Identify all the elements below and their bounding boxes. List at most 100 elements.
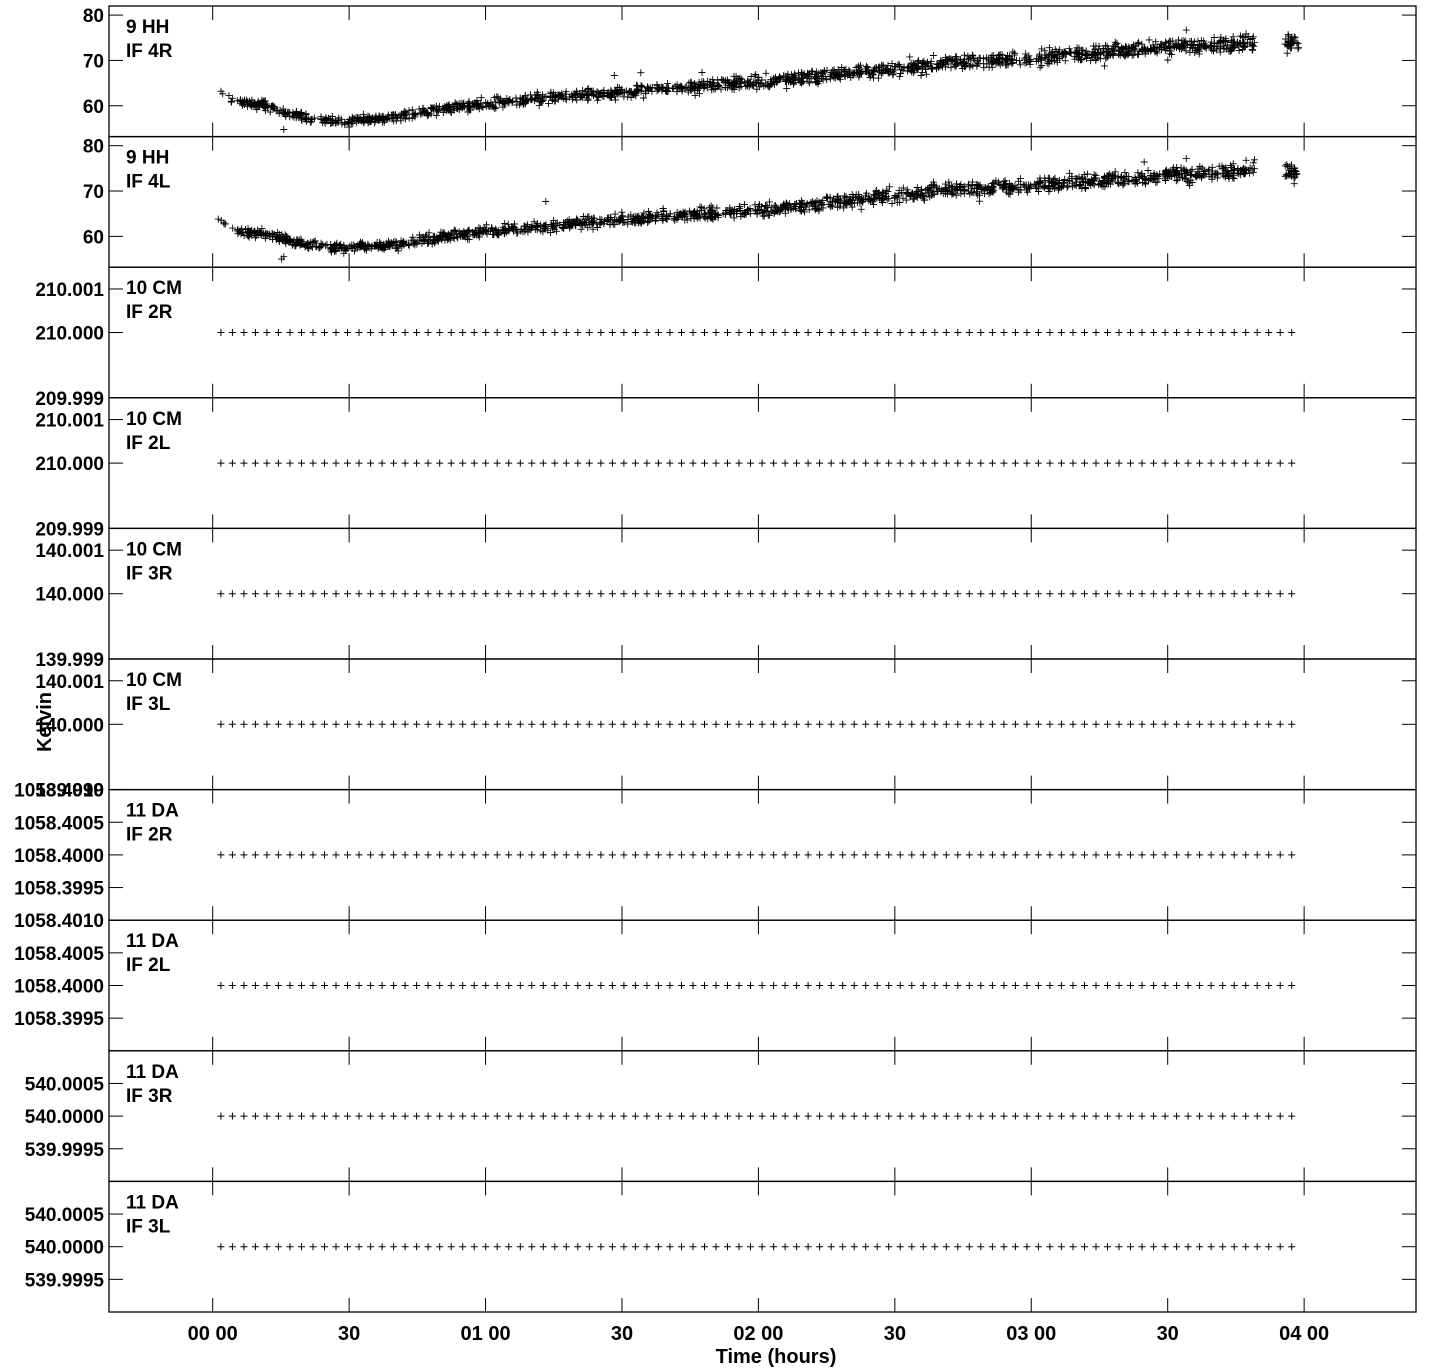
data-point xyxy=(839,590,847,598)
data-point xyxy=(390,1112,398,1120)
data-point xyxy=(701,982,708,989)
data-point xyxy=(505,96,513,104)
panel: 539.9995 540.0000 540.0005 11 DA IF 3R xyxy=(25,1050,1417,1183)
data-point xyxy=(804,69,811,77)
data-point xyxy=(516,1243,524,1251)
data-point xyxy=(919,720,927,728)
data-point xyxy=(501,220,509,227)
data-point xyxy=(1023,590,1031,598)
data-point xyxy=(1219,1243,1227,1251)
data-point xyxy=(309,982,317,989)
data-point xyxy=(1219,459,1227,467)
data-point xyxy=(908,1243,916,1251)
data-point xyxy=(317,113,325,121)
data-point xyxy=(1173,1243,1181,1251)
y-tick-label: 540.0005 xyxy=(25,1074,105,1095)
data-point xyxy=(1138,1243,1146,1251)
data-point xyxy=(741,201,748,208)
data-point xyxy=(770,459,778,467)
data-point xyxy=(724,590,731,598)
data-point xyxy=(915,57,922,65)
data-point xyxy=(390,590,398,598)
data-point xyxy=(1161,1112,1169,1120)
data-point xyxy=(1038,62,1046,69)
data-point xyxy=(895,60,903,68)
data-points xyxy=(217,590,1296,598)
data-point xyxy=(240,590,248,598)
data-point xyxy=(931,982,939,989)
data-point xyxy=(643,1112,651,1120)
data-point xyxy=(459,1243,467,1251)
data-point xyxy=(569,92,576,100)
data-point xyxy=(724,1243,731,1251)
data-point xyxy=(929,52,937,59)
data-point xyxy=(1153,49,1161,57)
data-point xyxy=(781,1112,789,1120)
data-point xyxy=(644,86,652,94)
data-point xyxy=(344,1243,351,1251)
data-point xyxy=(355,1112,363,1120)
data-point xyxy=(1207,329,1215,336)
data-point xyxy=(1196,459,1204,467)
data-point xyxy=(597,982,605,989)
data-point xyxy=(1248,35,1256,42)
y-tick-label: 539.9995 xyxy=(25,1140,105,1161)
data-point xyxy=(812,79,820,87)
data-point xyxy=(562,459,570,467)
data-point xyxy=(1242,1243,1250,1251)
x-tick-label: 30 xyxy=(1157,1323,1179,1345)
data-point xyxy=(1276,459,1284,467)
data-point xyxy=(1109,45,1117,53)
data-point xyxy=(1069,1112,1077,1120)
data-point xyxy=(791,70,799,78)
if-label: IF 3R xyxy=(126,1086,173,1107)
data-point xyxy=(560,225,568,232)
data-point xyxy=(965,982,973,989)
data-point xyxy=(1276,329,1284,336)
data-point xyxy=(931,1243,939,1251)
data-point xyxy=(965,720,973,728)
data-point xyxy=(643,720,651,728)
data-point xyxy=(850,329,858,336)
data-point xyxy=(850,459,858,467)
data-point xyxy=(341,121,349,129)
data-point xyxy=(1242,156,1250,164)
data-point xyxy=(298,329,305,336)
y-tick-label: 539.9995 xyxy=(25,1270,105,1291)
data-point xyxy=(1011,982,1019,989)
data-point xyxy=(659,83,667,91)
data-point xyxy=(1180,37,1188,45)
data-point xyxy=(251,1243,259,1251)
data-point xyxy=(818,70,826,77)
data-point xyxy=(274,982,282,989)
data-point xyxy=(424,1112,432,1120)
y-tick-label: 210.001 xyxy=(35,411,104,432)
data-point xyxy=(321,329,328,336)
data-point xyxy=(405,107,413,115)
data-point xyxy=(1182,154,1190,162)
data-point xyxy=(977,720,985,728)
data-point xyxy=(539,851,547,859)
data-point xyxy=(367,329,375,336)
data-point xyxy=(240,1243,248,1251)
data-point xyxy=(666,1112,674,1120)
data-point xyxy=(346,115,353,123)
data-point xyxy=(1034,590,1042,598)
data-point xyxy=(447,590,455,598)
data-point xyxy=(1138,46,1146,54)
data-point xyxy=(977,1112,985,1120)
data-point xyxy=(1046,1112,1054,1120)
data-points xyxy=(217,982,1296,989)
data-point xyxy=(884,61,892,69)
data-point xyxy=(1219,590,1227,598)
data-point xyxy=(539,1112,547,1120)
data-point xyxy=(445,101,453,109)
data-point xyxy=(429,104,437,112)
y-tick-label: 1058.4010 xyxy=(14,911,104,932)
data-point xyxy=(398,240,406,248)
data-point xyxy=(1207,982,1215,989)
data-point xyxy=(652,217,660,225)
data-point xyxy=(332,982,340,989)
data-point xyxy=(1240,39,1248,47)
antenna-label: 10 CM xyxy=(126,670,182,691)
